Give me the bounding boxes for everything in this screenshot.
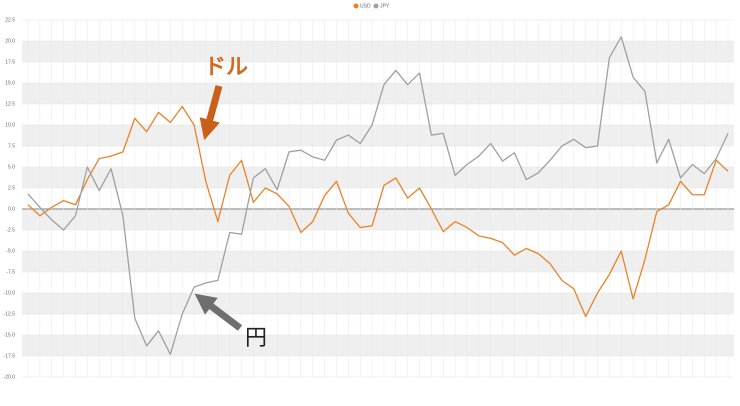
legend-label: JPY: [380, 4, 390, 10]
y-tick-label: 15.0: [5, 80, 15, 86]
y-tick-label: -20.0: [4, 374, 16, 380]
y-tick-label: 2.5: [8, 185, 15, 191]
y-tick-label: -7.5: [6, 269, 15, 275]
y-tick-label: 12.5: [5, 101, 15, 107]
y-tick-label: -12.5: [4, 311, 16, 317]
series-line: [27, 105, 729, 318]
y-tick-label: 20.0: [5, 38, 15, 44]
y-tick-label: 0.0: [8, 206, 15, 212]
y-tick-label: 7.5: [8, 143, 15, 149]
grid-band: [22, 293, 734, 314]
grid-band: [22, 41, 734, 62]
y-tick-label: -17.5: [4, 353, 16, 359]
annotation: ドル: [204, 54, 248, 79]
annotation-arrow: [194, 293, 243, 331]
y-tick-label: -10.0: [4, 290, 16, 296]
y-tick-label: 22.5: [5, 17, 15, 23]
grid-band: [22, 167, 734, 188]
series-line: [27, 36, 729, 355]
y-tick-label: 17.5: [5, 59, 15, 65]
y-tick-label: -2.5: [6, 227, 15, 233]
annotation-arrow: [199, 85, 223, 141]
y-tick-label: 10.0: [5, 122, 15, 128]
y-tick-label: -15.0: [4, 332, 16, 338]
legend-swatch: [353, 3, 359, 9]
grid-band: [22, 83, 734, 104]
y-tick-label: 5.0: [8, 164, 15, 170]
annotation: 円: [245, 325, 267, 350]
grid-band: [22, 251, 734, 272]
y-tick-label: -5.0: [6, 248, 15, 254]
grid-band: [22, 335, 734, 356]
legend-label: USD: [360, 4, 371, 10]
legend-swatch: [373, 3, 379, 9]
grid-band: [22, 209, 734, 230]
